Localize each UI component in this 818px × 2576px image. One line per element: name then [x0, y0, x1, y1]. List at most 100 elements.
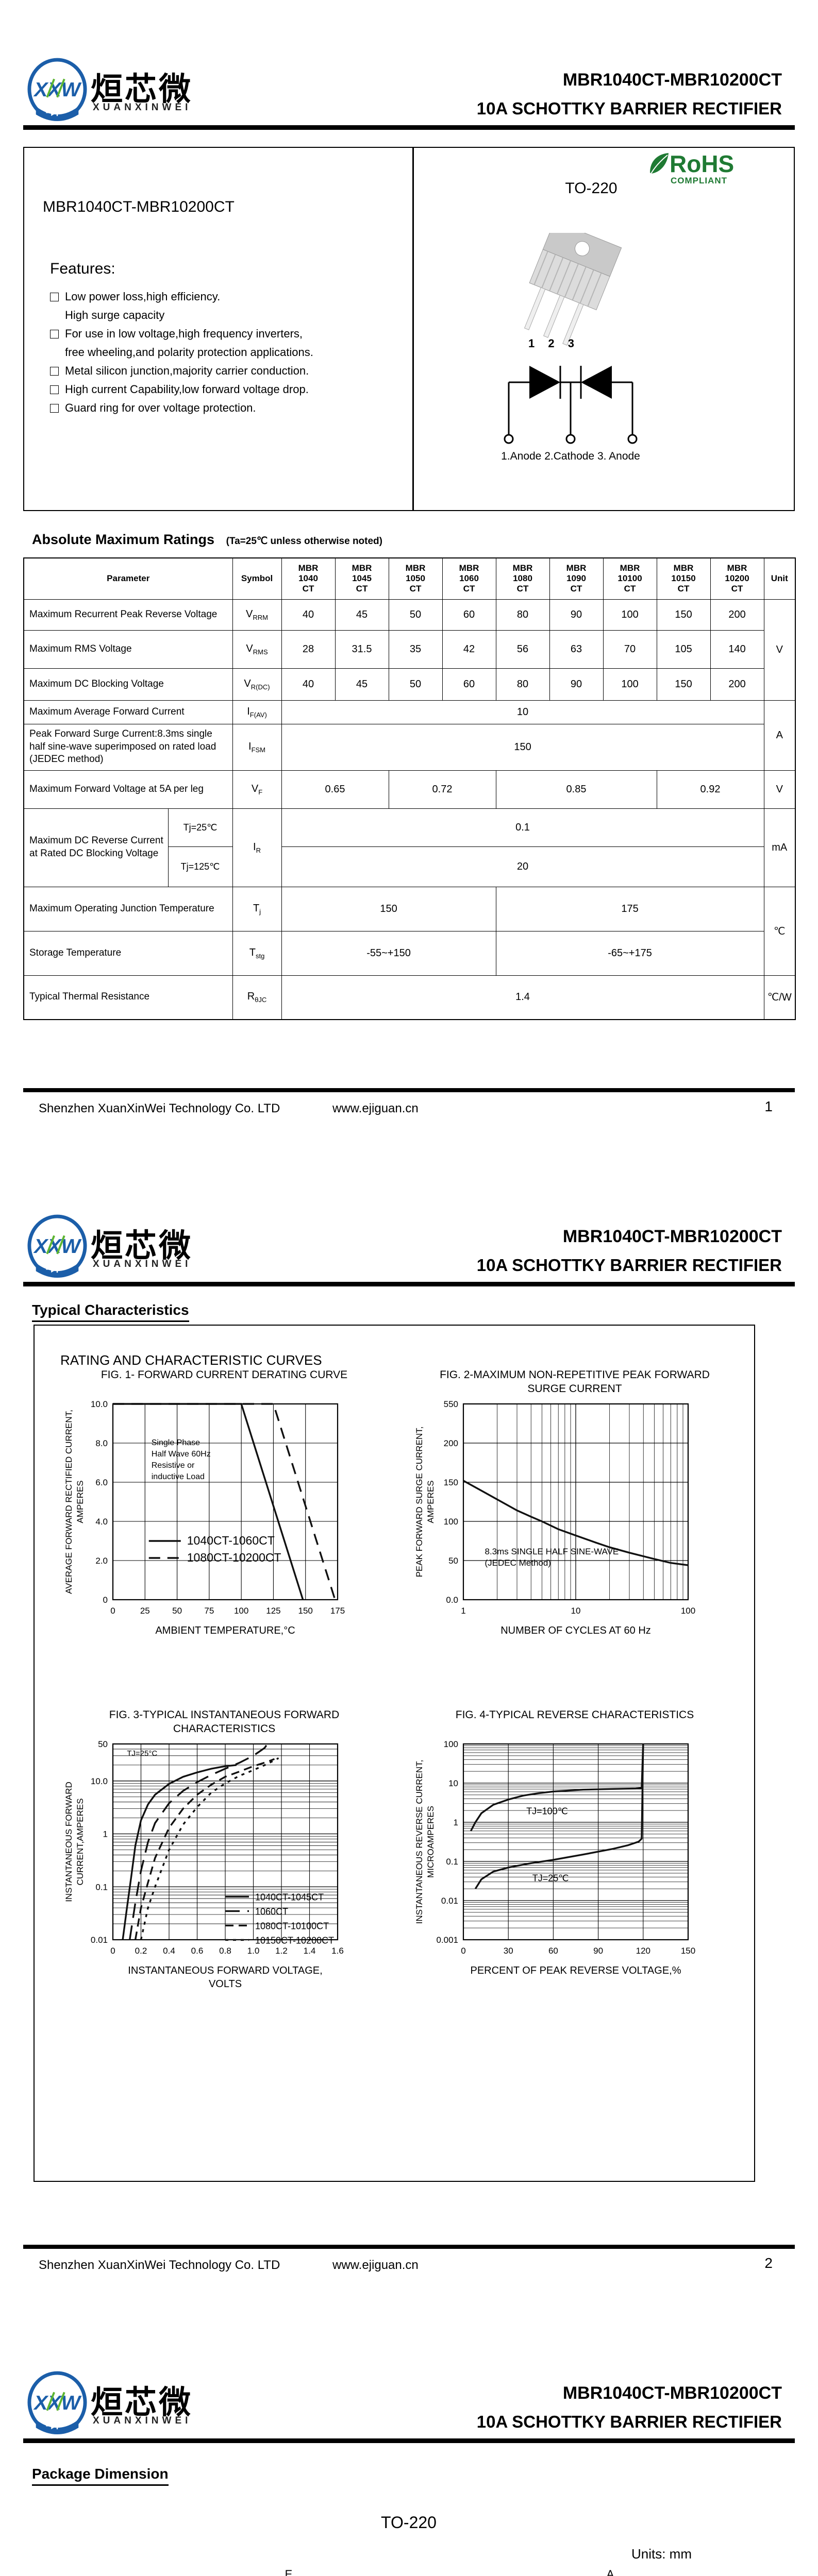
checkbox-icon	[50, 404, 59, 413]
dimension-label: A	[607, 2568, 614, 2576]
curves-box-title: RATING AND CHARACTERISTIC CURVES	[60, 1352, 322, 1368]
fig4-chart: FIG. 4-TYPICAL REVERSE CHARACTERISTICS 0 3…	[414, 1709, 695, 1976]
ratings-condition-note: (Ta=25℃ unless otherwise noted)	[226, 536, 382, 547]
cell: mA	[763, 808, 796, 887]
svg-text:Half Wave 60Hz: Half Wave 60Hz	[152, 1450, 211, 1459]
cell: 100	[603, 668, 657, 701]
company-logo-icon: XXW	[27, 2371, 87, 2434]
feature-item-line: Metal silicon junction,majority carrier …	[50, 365, 313, 377]
svg-text:1040CT-1045CT: 1040CT-1045CT	[255, 1892, 324, 1902]
svg-text:AMPERES: AMPERES	[426, 1480, 436, 1523]
svg-text:2.0: 2.0	[95, 1556, 108, 1566]
svg-text:50: 50	[448, 1556, 458, 1566]
svg-text:PEAK FORWARD SURGE CURRENT,: PEAK FORWARD SURGE CURRENT,	[414, 1427, 424, 1578]
svg-text:1.6: 1.6	[331, 1946, 344, 1956]
svg-text:10.0: 10.0	[91, 1776, 108, 1786]
ratings-row: Maximum DC Reverse Current at Rated DC B…	[23, 808, 796, 887]
svg-text:1.0: 1.0	[247, 1946, 260, 1956]
cell: 28	[281, 630, 336, 669]
company-logo-icon: XXW	[27, 58, 87, 121]
feature-item-line: free wheeling,and polarity protection ap…	[65, 346, 313, 359]
cell: Tj	[232, 886, 282, 931]
svg-text:1: 1	[103, 1829, 108, 1839]
svg-text:PERCENT OF PEAK REVERSE VOLTAG: PERCENT OF PEAK REVERSE VOLTAGE,%	[471, 1965, 681, 1976]
svg-text:10: 10	[448, 1778, 458, 1788]
cell: 100	[603, 599, 657, 631]
features-list: Low power loss,high efficiency. High surg…	[50, 291, 313, 421]
svg-text:25: 25	[140, 1606, 150, 1616]
doc-title-part-range: MBR1040CT-MBR10200CT	[562, 70, 782, 90]
svg-text:AVERAGE FORWARD RECTIFIED CURR: AVERAGE FORWARD RECTIFIED CURRENT,	[64, 1410, 74, 1594]
fig3-chart: FIG. 3-TYPICAL INSTANTANEOUS FORWARD CHAR…	[64, 1709, 344, 1990]
rohs-label: RoHS	[670, 150, 734, 177]
product-range-label: MBR1040CT-MBR10200CT	[43, 198, 235, 215]
cell: 1.4	[281, 975, 764, 1020]
fig2-chart: FIG. 2-MAXIMUM NON-REPETITIVE PEAK FORWA…	[414, 1369, 710, 1636]
header-rule	[23, 2438, 795, 2443]
page-1: XXW 烜芯微 XUANXINWEI MBR1040CT-MBR10200CT …	[0, 0, 818, 1157]
ratings-row: Typical Thermal Resistance RθJC 1.4 ℃/W	[23, 975, 796, 1020]
cell: IF(AV)	[232, 700, 282, 724]
to220-package-image: 1 2 3	[524, 233, 622, 350]
ratings-header-row: Parameter Symbol MBR 1040 CT MBR 1045 CT MBR 1050…	[23, 557, 796, 600]
svg-text:inductive Load: inductive Load	[152, 1472, 205, 1481]
cell: 0.85	[495, 770, 657, 809]
cell: Maximum Recurrent Peak Reverse Voltage	[23, 599, 233, 631]
cell: 45	[335, 668, 389, 701]
cell: 90	[549, 668, 604, 701]
feature-item-line: Guard ring for over voltage protection.	[50, 402, 313, 414]
cell: 150	[656, 668, 711, 701]
fig1-chart: FIG. 1- FORWARD CURRENT DERATING CURVE 0 2…	[64, 1369, 347, 1636]
cell: 80	[495, 599, 550, 631]
svg-text:0.0: 0.0	[446, 1595, 458, 1605]
cell: V	[763, 770, 796, 809]
rohs-badge: RoHS COMPLIANT	[648, 152, 797, 186]
header-rule	[23, 125, 795, 130]
footer-rule	[23, 1088, 795, 1092]
cell: 10	[281, 700, 764, 724]
svg-text:90: 90	[593, 1946, 603, 1956]
svg-text:30: 30	[504, 1946, 513, 1956]
svg-text:NUMBER OF CYCLES AT 60 Hz: NUMBER OF CYCLES AT 60 Hz	[500, 1625, 651, 1636]
svg-text:120: 120	[636, 1946, 650, 1956]
cell: RθJC	[232, 975, 282, 1020]
feature-item-line: High surge capacity	[65, 309, 165, 321]
footer-website[interactable]: www.ejiguan.cn	[332, 2258, 419, 2272]
ratings-row: Maximum Forward Voltage at 5A per leg VF 0…	[23, 770, 796, 809]
checkbox-icon	[50, 330, 59, 338]
logo-chinese-name: 烜芯微	[91, 2385, 193, 2420]
svg-text:FIG. 2-MAXIMUM NON-REPETITIVE: FIG. 2-MAXIMUM NON-REPETITIVE PEAK FORWA…	[440, 1369, 710, 1381]
curves-box: RATING AND CHARACTERISTIC CURVES	[34, 1325, 755, 2182]
svg-text:60: 60	[548, 1946, 558, 1956]
cell: 42	[442, 630, 496, 669]
cell: MBR 10150 CT	[656, 557, 711, 600]
logo-diode-icon	[46, 2422, 63, 2430]
svg-text:10.0: 10.0	[91, 1399, 108, 1409]
svg-text:0: 0	[103, 1595, 108, 1605]
svg-text:100: 100	[444, 1517, 458, 1527]
feature-item-line: High current Capability,low forward volt…	[50, 384, 313, 395]
cell: MBR 1045 CT	[335, 557, 389, 600]
svg-text:XXW: XXW	[33, 2392, 81, 2414]
svg-text:0.4: 0.4	[163, 1946, 175, 1956]
svg-text:175: 175	[330, 1606, 345, 1616]
logo-latin-name: XUANXINWEI	[93, 102, 192, 113]
svg-text:FIG. 4-TYPICAL REVERSE CHARACT: FIG. 4-TYPICAL REVERSE CHARACTERISTICS	[456, 1709, 694, 1721]
footer-website[interactable]: www.ejiguan.cn	[332, 1101, 419, 1115]
cell: Maximum Average Forward Current	[23, 700, 233, 724]
dual-diode-schematic: 1.Anode 2.Cathode 3. Anode	[501, 366, 640, 462]
cell: Peak Forward Surge Current:8.3ms single …	[23, 723, 233, 771]
cell: Tj=25℃	[168, 808, 233, 847]
svg-text:0: 0	[110, 1606, 115, 1616]
cell: Storage Temperature	[23, 930, 233, 976]
svg-text:100: 100	[681, 1606, 695, 1616]
package-title: TO-220	[381, 2513, 437, 2532]
cell: 70	[603, 630, 657, 669]
svg-text:0.8: 0.8	[219, 1946, 231, 1956]
svg-text:(JEDEC Method): (JEDEC Method)	[485, 1558, 550, 1568]
svg-text:125: 125	[266, 1606, 280, 1616]
company-logo-icon: XXW	[27, 1214, 87, 1278]
cell: IR	[232, 808, 282, 887]
cell: Parameter	[23, 557, 233, 600]
pin-number-labels: 1 2 3	[528, 337, 579, 350]
